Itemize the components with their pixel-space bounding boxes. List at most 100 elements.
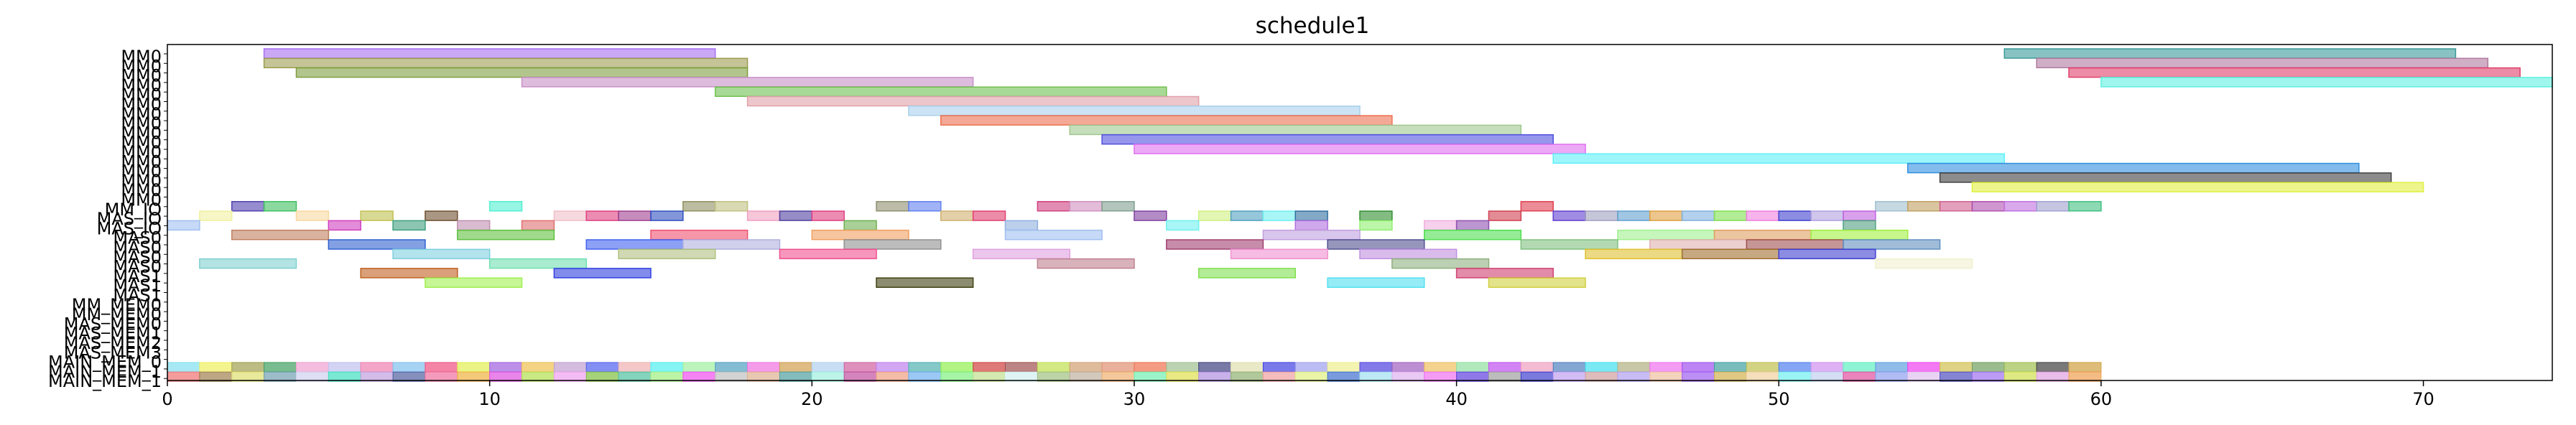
y-tick-label: MM0 (121, 75, 162, 95)
mem-bar (715, 362, 749, 373)
y-tick-label: MM0 (121, 142, 162, 162)
gantt-bar (1069, 124, 1522, 136)
gantt-bar (682, 201, 716, 212)
gantt-bar (231, 229, 330, 240)
mem-bar (1166, 362, 1200, 373)
gantt-bar (360, 210, 394, 221)
gantt-bar (1359, 210, 1393, 221)
y-tick-label: MM0 (121, 162, 162, 182)
gantt-bar (1875, 258, 1973, 269)
y-tick-label: MM0 (121, 133, 162, 153)
gantt-bar (392, 220, 426, 231)
y-tick-label: MM0 (121, 56, 162, 76)
mem-bar (1456, 362, 1489, 373)
mem-bar (425, 362, 458, 373)
y-tick-label: MAS1 (113, 276, 162, 296)
mem-bar (264, 362, 297, 373)
mem-bar (1907, 362, 1941, 373)
mem-bar (1971, 362, 2005, 373)
gantt-bar (1520, 201, 1554, 212)
mem-bar (779, 362, 812, 373)
mem-bar (1585, 362, 1618, 373)
gantt-bar (1004, 220, 1039, 231)
gantt-bar (1746, 239, 1844, 250)
mem-bar (1134, 362, 1167, 373)
gantt-bar (1037, 201, 1070, 212)
gantt-bar (1262, 210, 1297, 221)
gantt-bar (1455, 220, 1490, 231)
gantt-bar (779, 248, 877, 260)
gantt-bar (457, 229, 555, 240)
gantt-bar (1681, 210, 1715, 221)
y-tick-label: MM0 (121, 66, 162, 86)
gantt-bar (457, 220, 491, 231)
mem-bar (199, 362, 233, 373)
gantt-bar (1488, 210, 1522, 221)
mem-bar (1069, 362, 1103, 373)
mem-bar (650, 362, 684, 373)
mem-bar (1682, 362, 1715, 373)
mem-bar (1391, 362, 1425, 373)
gantt-bar (1585, 248, 1683, 260)
gantt-bar (328, 239, 426, 250)
y-tick-label: MM0 (121, 123, 162, 143)
gantt-bar (2036, 57, 2489, 69)
gantt-bar (650, 210, 684, 221)
gantt-bar (199, 258, 297, 269)
y-tick-label: MM0 (121, 104, 162, 124)
gantt-bar (1359, 220, 1393, 231)
mem-bar (1520, 362, 1554, 373)
gantt-bar (488, 258, 587, 269)
gantt-bar (1101, 201, 1135, 212)
gantt-bar (843, 239, 942, 250)
gantt-bar (585, 239, 684, 250)
gantt-bar (553, 210, 587, 221)
gantt-bar (1617, 210, 1651, 221)
gantt-bar (1359, 248, 1458, 260)
mem-bar (360, 362, 394, 373)
gantt-bar (553, 268, 652, 279)
gantt-bar (1197, 210, 1232, 221)
mem-bar (522, 362, 555, 373)
y-tick-label: MAS0 (113, 238, 162, 258)
gantt-bar (1327, 277, 1425, 288)
mem-bar (1327, 362, 1361, 373)
x-tick-label: 10 (478, 389, 501, 409)
gantt-bar (1713, 229, 1812, 240)
gantt-bar (1778, 210, 1812, 221)
gantt-bar (1134, 210, 1167, 221)
y-tick-label: MAS_IO (97, 218, 162, 238)
y-tick-label: MM0 (121, 180, 162, 200)
gantt-bar (295, 67, 749, 78)
gantt-bar (811, 210, 845, 221)
gantt-bar (746, 210, 781, 221)
mem-bar (1004, 362, 1038, 373)
gantt-bar (1230, 248, 1328, 260)
mem-bar (1231, 362, 1264, 373)
gantt-bar (392, 248, 491, 260)
y-tick-label: MM0 (121, 85, 162, 105)
mem-bar (167, 362, 200, 373)
gantt-bar (199, 210, 233, 221)
gantt-bar (295, 210, 330, 221)
gantt-bar (488, 201, 523, 212)
mem-bar (2003, 362, 2037, 373)
gantt-bar (1681, 248, 1779, 260)
gantt-bar (2003, 48, 2457, 59)
gantt-bar (425, 210, 458, 221)
x-tick-label: 0 (162, 389, 172, 409)
gantt-bar (908, 201, 942, 212)
mem-bar (1617, 362, 1651, 373)
x-tick-label: 50 (1768, 389, 1790, 409)
gantt-bar (714, 86, 1167, 97)
y-tick-label: MM_IO (105, 200, 162, 220)
gantt-bar (876, 277, 974, 288)
mem-bar (1101, 362, 1135, 373)
gantt-bar (618, 210, 652, 221)
plot-frame (167, 44, 2553, 381)
gantt-bar (1810, 229, 1909, 240)
bars-layer (167, 48, 2553, 382)
mem-bar (1810, 362, 1844, 373)
mem-bar (2068, 362, 2102, 373)
